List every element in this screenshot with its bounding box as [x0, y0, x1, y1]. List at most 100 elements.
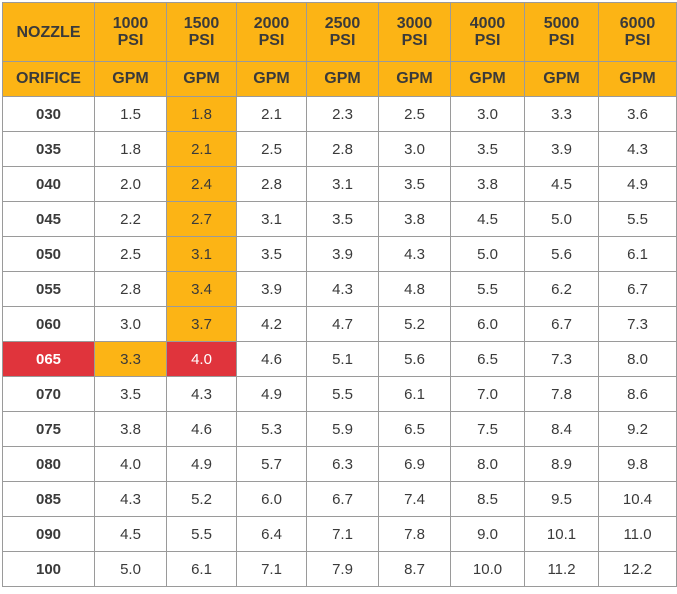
flow-cell: 4.9: [166, 446, 237, 482]
flow-cell: 3.1: [166, 236, 237, 272]
flow-cell: 2.5: [378, 96, 451, 132]
flow-cell: 8.0: [450, 446, 525, 482]
flow-cell: 3.3: [94, 341, 167, 377]
orifice-label-075: 075: [2, 411, 95, 447]
flow-cell: 3.0: [378, 131, 451, 167]
header-nozzle: NOZZLE: [2, 2, 95, 62]
flow-cell: 3.9: [306, 236, 379, 272]
header-gpm-1: GPM: [94, 61, 167, 97]
flow-cell: 6.9: [378, 446, 451, 482]
flow-cell: 8.5: [450, 481, 525, 517]
flow-cell: 4.5: [524, 166, 599, 202]
flow-cell: 3.8: [378, 201, 451, 237]
header-pressure-2: 1500 PSI: [166, 2, 237, 62]
flow-cell: 3.9: [236, 271, 307, 307]
table-row-050: 050 2.5 3.1 3.5 3.9 4.3 5.0 5.6 6.1: [2, 236, 677, 272]
flow-cell: 7.0: [450, 376, 525, 412]
flow-cell: 6.7: [524, 306, 599, 342]
flow-cell: 7.3: [524, 341, 599, 377]
header-row-pressure: NOZZLE 1000 PSI 1500 PSI 2000 PSI 2500 PSI 30…: [2, 2, 677, 62]
flow-cell: 5.3: [236, 411, 307, 447]
flow-cell: 4.6: [166, 411, 237, 447]
flow-cell: 5.7: [236, 446, 307, 482]
flow-cell: 4.3: [166, 376, 237, 412]
flow-cell: 4.6: [236, 341, 307, 377]
flow-cell: 8.6: [598, 376, 677, 412]
flow-cell: 6.4: [236, 516, 307, 552]
table-row-065: 065 3.3 4.0 4.6 5.1 5.6 6.5 7.3 8.0: [2, 341, 677, 377]
flow-cell: 5.2: [166, 481, 237, 517]
flow-cell: 4.3: [94, 481, 167, 517]
flow-cell: 2.1: [236, 96, 307, 132]
header-pressure-6: 4000 PSI: [450, 2, 525, 62]
flow-cell: 7.1: [306, 516, 379, 552]
flow-cell: 6.0: [450, 306, 525, 342]
header-gpm-6: GPM: [450, 61, 525, 97]
header-gpm-7: GPM: [524, 61, 599, 97]
orifice-label-050: 050: [2, 236, 95, 272]
flow-cell: 4.9: [236, 376, 307, 412]
flow-cell: 8.4: [524, 411, 599, 447]
flow-cell: 5.0: [450, 236, 525, 272]
flow-cell: 6.1: [166, 551, 237, 587]
flow-cell: 5.9: [306, 411, 379, 447]
flow-cell: 7.8: [524, 376, 599, 412]
flow-cell: 7.4: [378, 481, 451, 517]
table-row-045: 045 2.2 2.7 3.1 3.5 3.8 4.5 5.0 5.5: [2, 201, 677, 237]
flow-cell: 4.5: [450, 201, 525, 237]
header-pressure-8: 6000 PSI: [598, 2, 677, 62]
flow-cell: 3.5: [450, 131, 525, 167]
flow-cell: 11.0: [598, 516, 677, 552]
flow-cell: 7.9: [306, 551, 379, 587]
orifice-label-045: 045: [2, 201, 95, 237]
flow-cell: 2.5: [236, 131, 307, 167]
flow-cell: 4.7: [306, 306, 379, 342]
flow-cell: 3.5: [378, 166, 451, 202]
flow-cell: 8.7: [378, 551, 451, 587]
flow-cell: 1.8: [166, 96, 237, 132]
flow-cell: 9.2: [598, 411, 677, 447]
header-pressure-5: 3000 PSI: [378, 2, 451, 62]
flow-cell: 3.1: [306, 166, 379, 202]
flow-cell: 9.5: [524, 481, 599, 517]
flow-cell: 3.8: [94, 411, 167, 447]
flow-cell: 4.0: [166, 341, 237, 377]
header-gpm-4: GPM: [306, 61, 379, 97]
flow-cell: 10.4: [598, 481, 677, 517]
orifice-label-060: 060: [2, 306, 95, 342]
flow-cell: 8.9: [524, 446, 599, 482]
header-pressure-7: 5000 PSI: [524, 2, 599, 62]
flow-cell: 4.8: [378, 271, 451, 307]
table-row-030: 030 1.5 1.8 2.1 2.3 2.5 3.0 3.3 3.6: [2, 96, 677, 132]
flow-cell: 7.5: [450, 411, 525, 447]
flow-cell: 2.3: [306, 96, 379, 132]
flow-cell: 7.8: [378, 516, 451, 552]
flow-cell: 10.1: [524, 516, 599, 552]
orifice-label-065: 065: [2, 341, 95, 377]
table-row-035: 035 1.8 2.1 2.5 2.8 3.0 3.5 3.9 4.3: [2, 131, 677, 167]
flow-cell: 6.7: [306, 481, 379, 517]
flow-cell: 7.3: [598, 306, 677, 342]
table-row-100: 100 5.0 6.1 7.1 7.9 8.7 10.0 11.2 12.2: [2, 551, 677, 587]
orifice-label-080: 080: [2, 446, 95, 482]
flow-cell: 2.8: [236, 166, 307, 202]
table-row-060: 060 3.0 3.7 4.2 4.7 5.2 6.0 6.7 7.3: [2, 306, 677, 342]
flow-cell: 3.3: [524, 96, 599, 132]
flow-cell: 3.5: [236, 236, 307, 272]
flow-cell: 3.1: [236, 201, 307, 237]
flow-cell: 6.5: [378, 411, 451, 447]
flow-cell: 12.2: [598, 551, 677, 587]
flow-cell: 3.7: [166, 306, 237, 342]
orifice-label-085: 085: [2, 481, 95, 517]
flow-cell: 3.5: [306, 201, 379, 237]
flow-cell: 9.0: [450, 516, 525, 552]
flow-cell: 5.0: [94, 551, 167, 587]
header-orifice: ORIFICE: [2, 61, 95, 97]
header-pressure-3: 2000 PSI: [236, 2, 307, 62]
header-pressure-1: 1000 PSI: [94, 2, 167, 62]
flow-cell: 7.1: [236, 551, 307, 587]
flow-cell: 10.0: [450, 551, 525, 587]
flow-cell: 5.6: [378, 341, 451, 377]
flow-cell: 5.5: [306, 376, 379, 412]
table-row-070: 070 3.5 4.3 4.9 5.5 6.1 7.0 7.8 8.6: [2, 376, 677, 412]
